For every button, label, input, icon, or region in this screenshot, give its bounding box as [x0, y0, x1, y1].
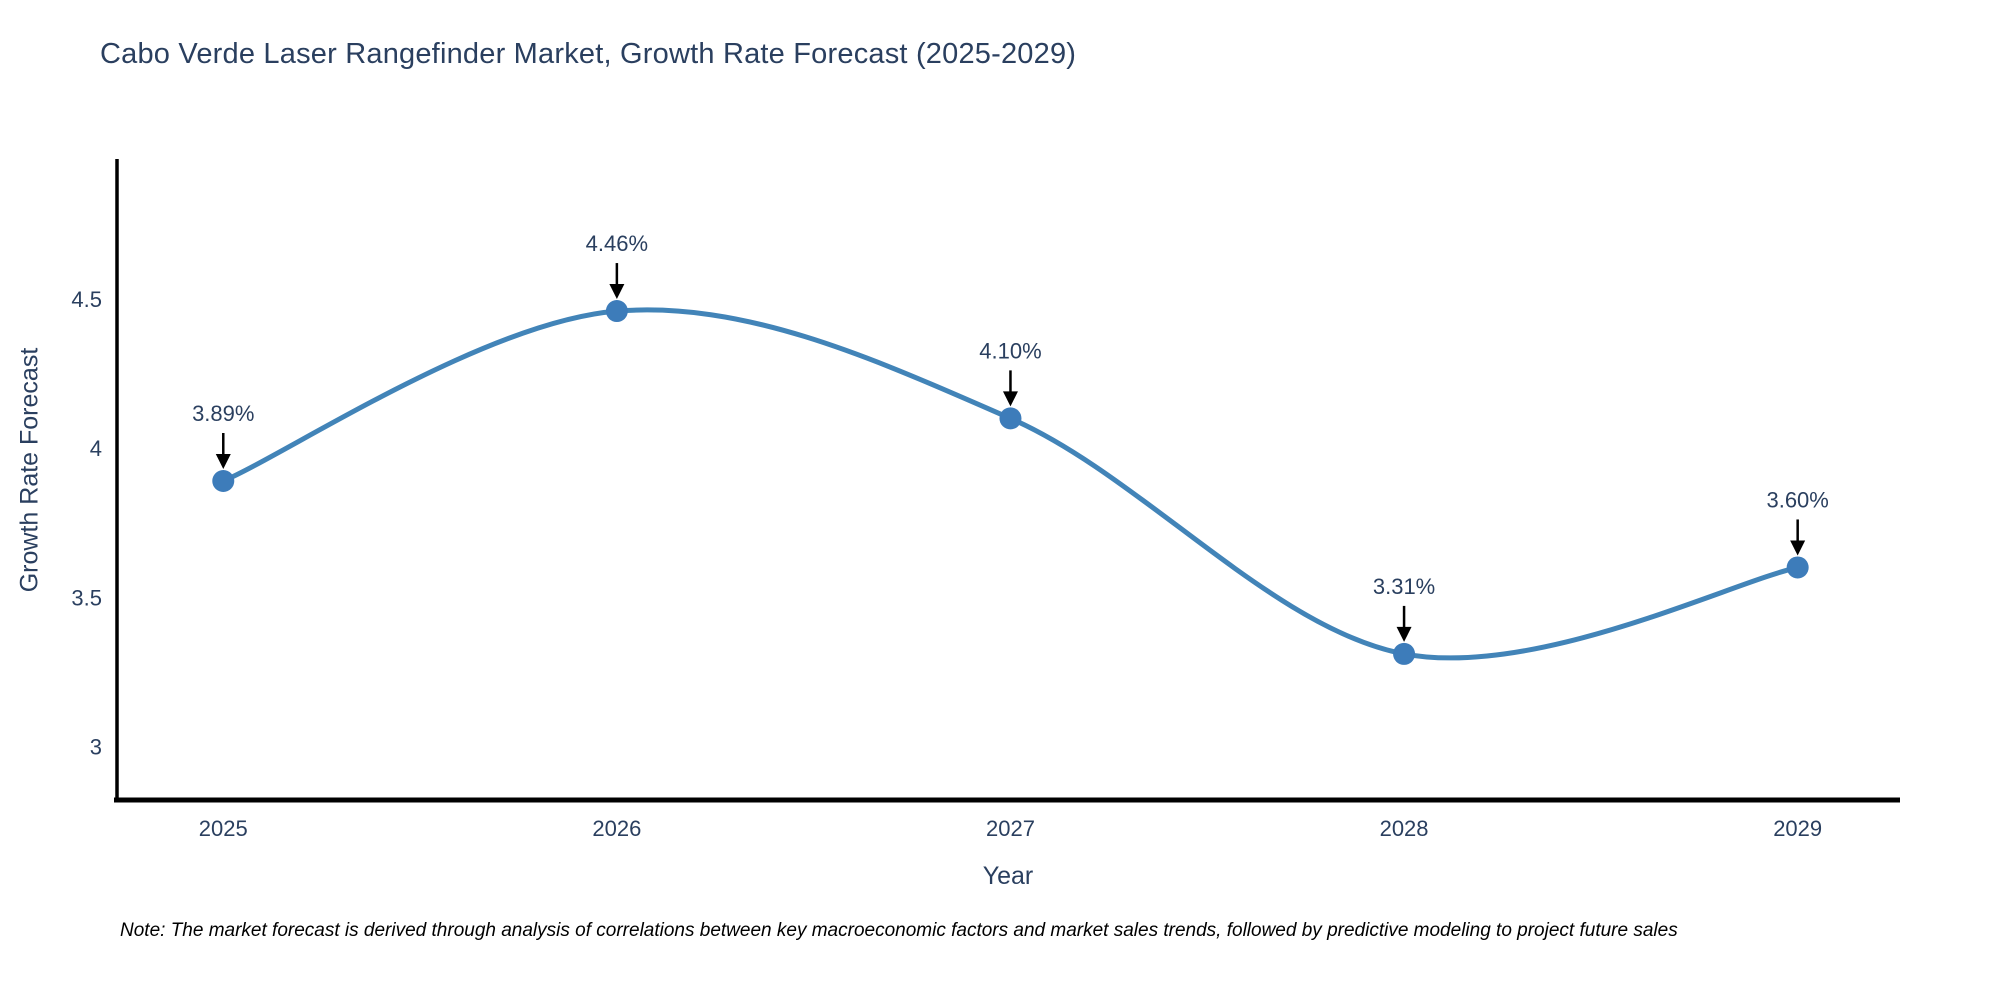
annotation-arrowhead	[1790, 540, 1806, 556]
data-point[interactable]	[1393, 642, 1416, 665]
data-point[interactable]	[1786, 556, 1809, 579]
data-point[interactable]	[605, 300, 628, 323]
annotation-arrowhead	[1396, 626, 1412, 642]
x-tick-label: 2028	[1380, 816, 1429, 841]
x-axis-label: Year	[982, 862, 1034, 890]
point-label: 3.31%	[1373, 574, 1435, 599]
x-tick-label: 2026	[592, 816, 641, 841]
annotation-arrowhead	[609, 284, 625, 300]
data-point[interactable]	[212, 469, 235, 492]
footnote: Note: The market forecast is derived thr…	[120, 920, 1678, 941]
y-tick-label: 4	[90, 436, 102, 461]
y-tick-label: 3	[90, 734, 102, 759]
y-tick-label: 4.5	[71, 287, 102, 312]
point-label: 3.60%	[1766, 487, 1828, 512]
annotation-arrowhead	[1002, 391, 1018, 407]
point-label: 3.89%	[192, 401, 254, 426]
y-tick-label: 3.5	[71, 585, 102, 610]
x-tick-label: 2025	[199, 816, 248, 841]
x-tick-label: 2029	[1773, 816, 1822, 841]
data-point[interactable]	[999, 407, 1022, 430]
chart-title: Cabo Verde Laser Rangefinder Market, Gro…	[100, 38, 1077, 70]
point-label: 4.10%	[979, 338, 1041, 363]
point-label: 4.46%	[586, 231, 648, 256]
x-tick-label: 2027	[986, 816, 1035, 841]
annotation-arrowhead	[215, 453, 231, 469]
